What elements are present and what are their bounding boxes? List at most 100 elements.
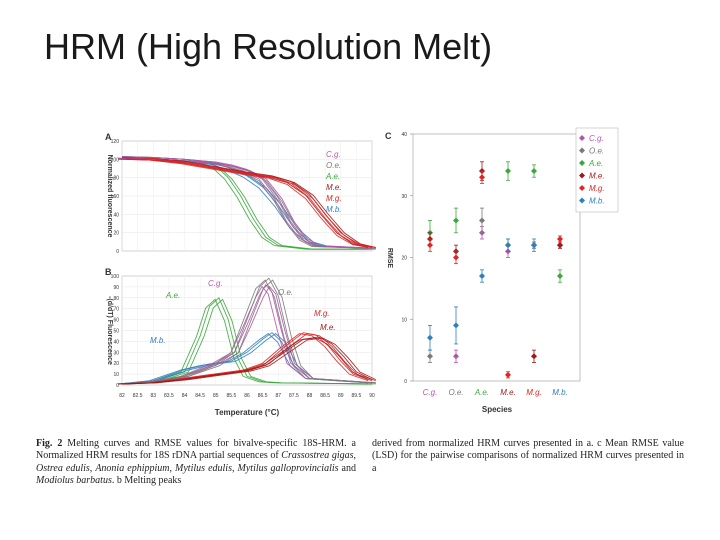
x-axis-label: Species (482, 405, 513, 414)
y-tick-label: 20 (113, 231, 119, 237)
caption-text-2: . b Melting peaks (111, 474, 182, 486)
y-tick-label: 70 (113, 307, 119, 313)
data-point (505, 242, 511, 249)
data-point (453, 254, 459, 261)
panel-b-melting-peaks: 0 10 20 30 40 50 60 70 80 90 100 82 82.5 83 83.5 84 84.5… (105, 267, 376, 417)
data-point (427, 353, 433, 360)
caption-species-1: Crassostrea gigas (281, 450, 354, 462)
panel-letter: A (105, 132, 112, 142)
legend-marker (579, 172, 585, 179)
x-tick-label: M.e. (500, 388, 516, 397)
y-tick-label: 100 (111, 274, 120, 280)
legend-marker (579, 147, 585, 154)
y-tick-label: 60 (113, 318, 119, 324)
x-axis-label: Temperature (°C) (215, 408, 280, 417)
y-tick-label: 0 (116, 383, 119, 389)
caption-sep: , (231, 462, 238, 474)
y-tick-label: 30 (113, 350, 119, 356)
caption-sep: and (338, 462, 356, 474)
y-tick-label: 0 (116, 249, 119, 255)
series-line (118, 298, 369, 385)
plot-area (412, 133, 581, 382)
y-tick-label: 100 (111, 157, 120, 163)
legend-marker (579, 185, 585, 191)
y-tick-label: 20 (113, 361, 119, 367)
y-axis-label: -(d/dT) Fluorescence (106, 296, 113, 365)
y-tick-label: 40 (113, 339, 119, 345)
data-point (557, 235, 563, 242)
data-point (479, 273, 485, 280)
legend-entry: A.e. (588, 159, 603, 168)
caption-text-1: Melting curves and RMSE values for bival… (36, 438, 356, 462)
peak-annotation: M.b. (150, 336, 166, 345)
legend-marker (579, 160, 585, 166)
x-tick-label: O.e. (448, 388, 463, 397)
y-tick-label: 40 (113, 212, 119, 218)
x-tick-label: 85 (213, 393, 219, 399)
x-tick-label: 89.5 (352, 393, 362, 399)
data-point (453, 353, 459, 360)
data-point (427, 242, 433, 249)
caption-right: derived from normalized HRM curves prese… (372, 438, 684, 474)
peak-annotation: M.e. (320, 323, 336, 332)
legend-entry: C.g. (326, 150, 341, 159)
series-line (125, 337, 376, 385)
y-tick-label: 0 (404, 379, 407, 385)
peak-annotation: O.e. (278, 288, 293, 297)
x-tick-label: 86.5 (258, 393, 268, 399)
caption-species-2: Ostrea edulis (36, 462, 90, 474)
data-point (531, 242, 537, 249)
x-tick-label: 89 (338, 393, 344, 399)
legend-entry: A.e. (325, 172, 340, 181)
x-tick-label: 85.5 (227, 393, 237, 399)
caption-species-5: Mytilus galloprovincialis (237, 462, 339, 474)
legend-box (575, 127, 619, 213)
x-tick-label: C.g. (423, 388, 438, 397)
x-tick-label: 87 (275, 393, 281, 399)
legend-entry: O.e. (589, 147, 604, 156)
series-line (121, 277, 373, 385)
peak-annotation: A.e. (165, 291, 180, 300)
caption-sep: , (89, 462, 96, 474)
x-tick-label: 84.5 (195, 393, 205, 399)
panel-c-rmse-scatter: 0 10 20 30 40 C RMSE Species C.g. O.e. A.e. M.e. M.g… (385, 127, 619, 414)
series-line (121, 336, 373, 385)
data-point (531, 353, 537, 360)
legend-entry: M.g. (326, 194, 342, 203)
data-point (557, 242, 563, 249)
series-line (118, 158, 369, 248)
y-tick-label: 10 (113, 372, 119, 378)
y-tick-label: 120 (111, 139, 120, 145)
data-point (427, 334, 433, 341)
x-tick-label: 87.5 (289, 393, 299, 399)
panel-letter: B (105, 267, 112, 277)
x-tick-label: A.e. (474, 388, 489, 397)
legend-entry: C.g. (589, 134, 604, 143)
data-point (479, 174, 485, 181)
caption-sep: , (353, 450, 357, 462)
y-tick-label: 30 (401, 194, 407, 200)
data-point (453, 217, 459, 224)
data-point (557, 273, 563, 280)
y-tick-label: 50 (113, 329, 119, 335)
caption-species-4: Mytilus edulis (175, 462, 232, 474)
slide-title: HRM (High Resolution Melt) (44, 26, 493, 67)
x-tick-label: 88.5 (320, 393, 330, 399)
y-tick-label: 10 (401, 317, 407, 323)
x-tick-label: M.b. (552, 388, 568, 397)
peak-annotation: M.g. (314, 309, 330, 318)
legend-entry: M.b. (326, 205, 342, 214)
x-tick-label: 88 (307, 393, 313, 399)
panel-letter: C (385, 131, 392, 141)
y-tick-label: 90 (113, 285, 119, 291)
x-tick-label: 84 (182, 393, 188, 399)
x-tick-label: 90 (369, 393, 375, 399)
x-tick-label: M.g. (526, 388, 542, 397)
series-line (118, 279, 369, 385)
caption-fig-label: Fig. 2 (36, 438, 63, 449)
legend-entry: M.e. (326, 183, 342, 192)
series-line (125, 279, 376, 385)
y-tick-label: 40 (401, 132, 407, 138)
x-tick-label: 83 (150, 393, 156, 399)
